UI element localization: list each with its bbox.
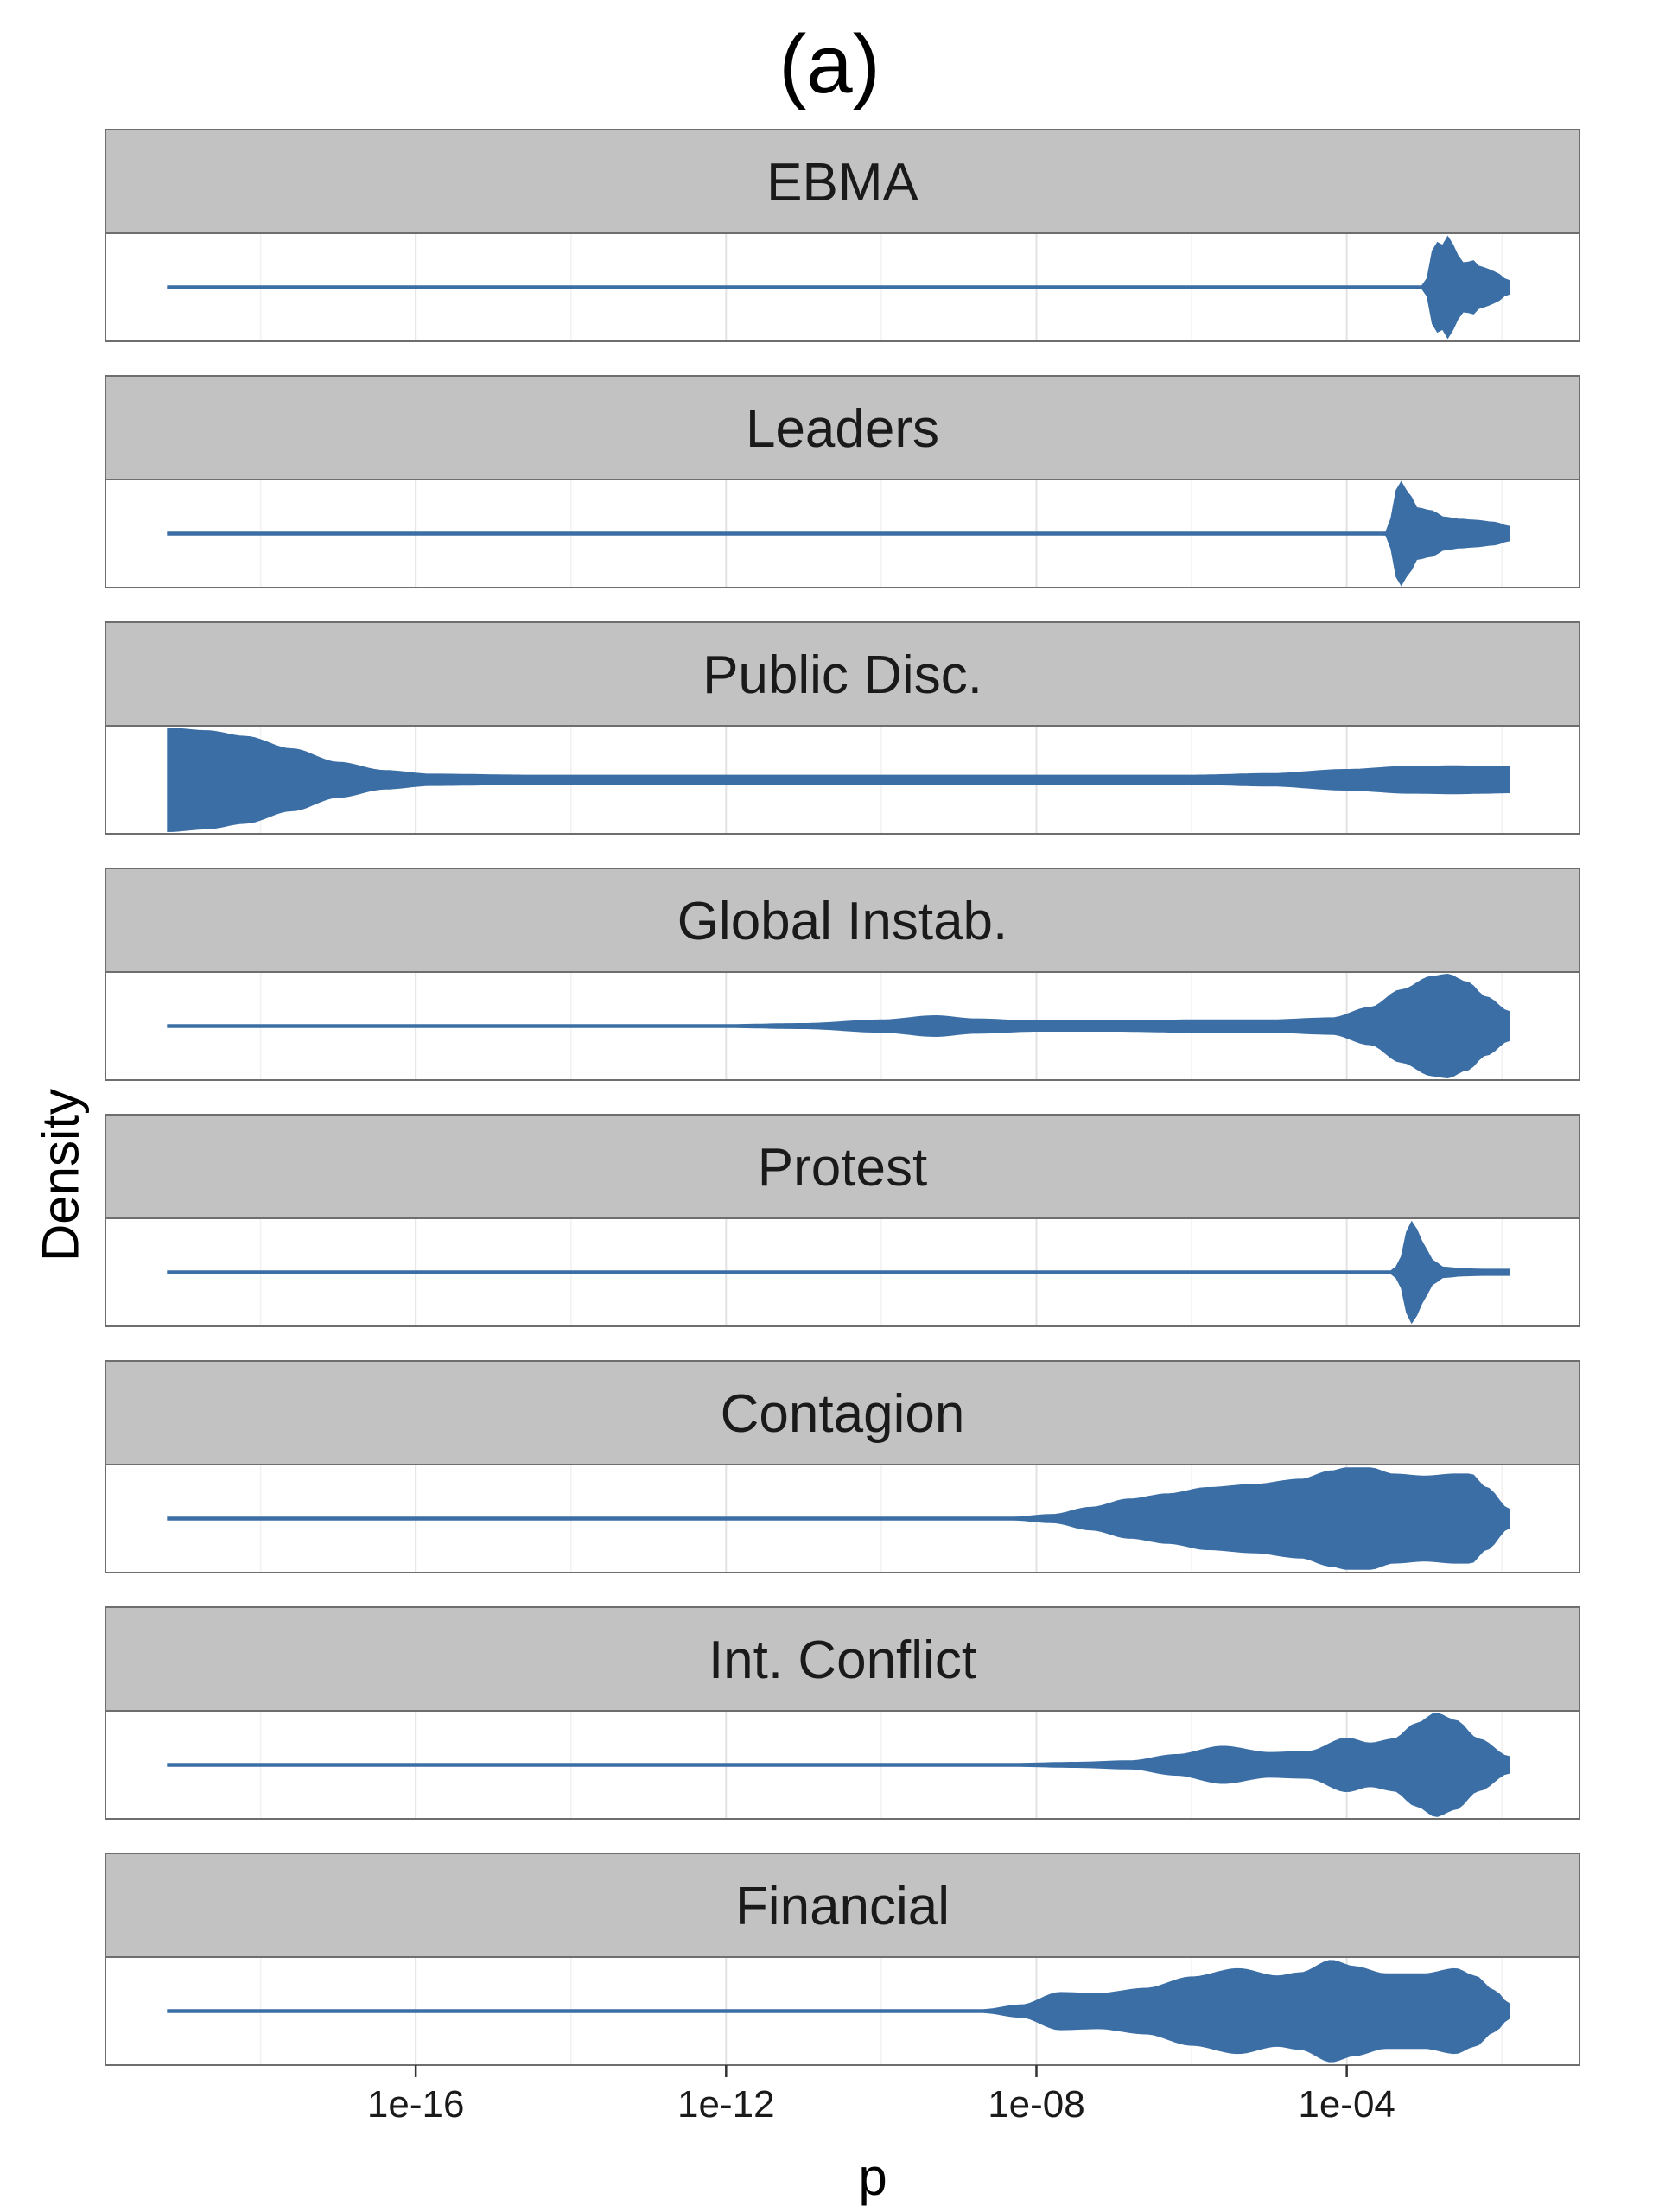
facet-strip: [105, 1606, 1580, 1712]
facet-label: Public Disc.: [702, 645, 982, 705]
facet-label: Protest: [758, 1138, 927, 1198]
panel-border: [105, 1956, 1580, 2066]
panel-border: [105, 971, 1580, 1081]
panel-financial: Financial: [105, 1853, 1580, 2066]
panel-ebma: EBMA: [105, 129, 1580, 342]
x-tick-label: 1e-16: [367, 2083, 465, 2126]
facet-strip: [105, 1360, 1580, 1465]
panel-border: [105, 1464, 1580, 1573]
violin-shape: [167, 727, 1510, 833]
violin-shape: [167, 480, 1510, 587]
facet-label: Global Instab.: [677, 892, 1008, 951]
panel-border: [105, 725, 1580, 835]
violin-shape: [167, 1467, 1510, 1570]
facet-label: Leaders: [746, 399, 939, 459]
facet-label: Contagion: [721, 1384, 965, 1444]
x-axis-title: p: [858, 2148, 887, 2206]
panel-border: [105, 1710, 1580, 1820]
chart-title: (a): [779, 18, 880, 111]
facet-strip: [105, 375, 1580, 480]
panel-int-conflict: Int. Conflict: [105, 1606, 1580, 1820]
facet-strip: [105, 868, 1580, 973]
facet-label: EBMA: [766, 153, 918, 213]
violin-shape: [167, 1960, 1510, 2063]
panel-protest: Protest: [105, 1114, 1580, 1327]
x-tick-label: 1e-08: [988, 2083, 1085, 2126]
violin-shape: [167, 235, 1510, 340]
panel-global-instab: Global Instab.: [105, 868, 1580, 1081]
facet-label: Int. Conflict: [709, 1630, 976, 1690]
panel-border: [105, 479, 1580, 588]
facet-strip: [105, 621, 1580, 727]
facet-label: Financial: [735, 1877, 950, 1936]
panel-contagion: Contagion: [105, 1360, 1580, 1573]
panel-leaders: Leaders: [105, 375, 1580, 588]
panel-border: [105, 1217, 1580, 1327]
facet-strip: [105, 129, 1580, 234]
violin-shape: [167, 1713, 1510, 1817]
violin-shape: [167, 973, 1510, 1079]
facet-strip: [105, 1114, 1580, 1219]
y-axis-title: Density: [31, 1088, 90, 1262]
panel-border: [105, 232, 1580, 342]
violin-shape: [167, 1220, 1510, 1325]
facet-strip: [105, 1853, 1580, 1958]
x-tick-label: 1e-04: [1298, 2083, 1395, 2126]
x-tick-label: 1e-12: [677, 2083, 775, 2126]
panel-public-disc: Public Disc.: [105, 621, 1580, 835]
